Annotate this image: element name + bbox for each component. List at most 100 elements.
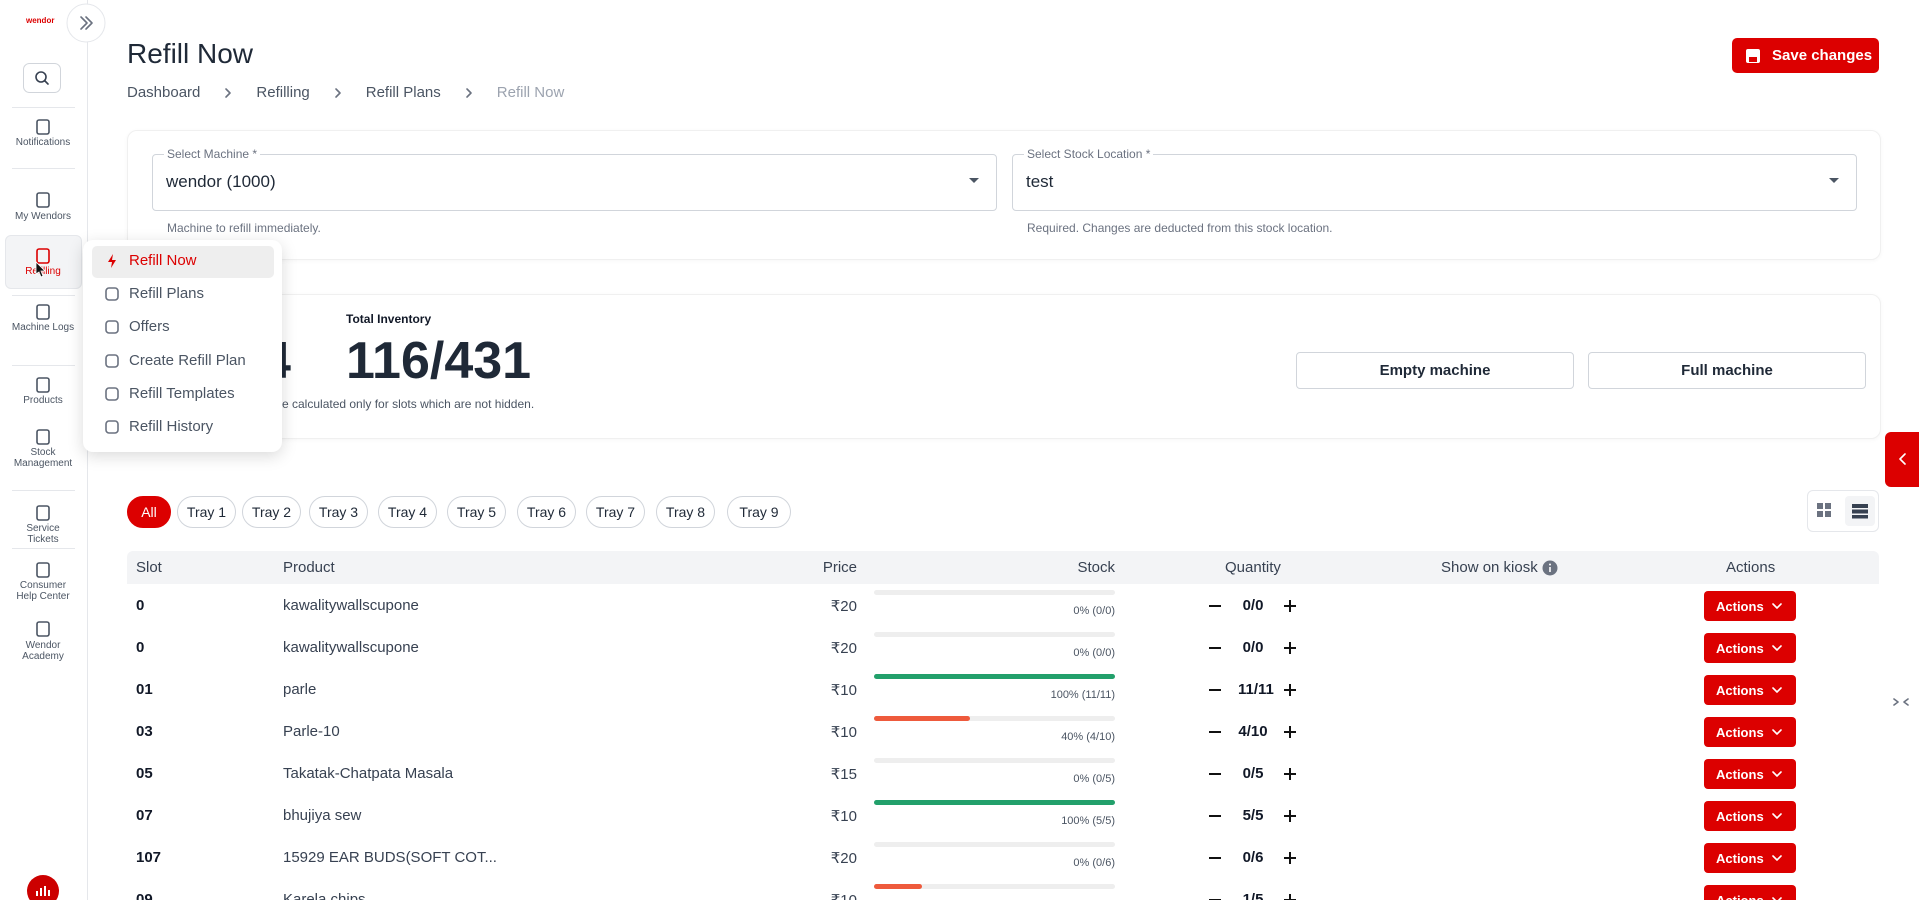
filter-chip[interactable]: All [127,496,171,528]
nav-label[interactable]: My Wendors [15,211,71,222]
menu-item[interactable]: Refill Templates [129,384,235,402]
summary-button[interactable]: Full machine [1588,352,1866,389]
nav-label[interactable]: Notifications [15,137,71,148]
actions-caret[interactable] [1772,769,1782,779]
search-button[interactable] [23,63,61,93]
select-field[interactable] [152,154,997,211]
actions-button[interactable]: Actions [1704,885,1796,900]
menu-icon[interactable] [104,253,120,269]
increase-button[interactable] [1283,641,1297,655]
increase-button[interactable] [1283,893,1297,900]
actions-button[interactable]: Actions [1704,801,1796,831]
nav-label[interactable]: Service Tickets [26,523,60,545]
increase-button[interactable] [1283,809,1297,823]
nav-label[interactable]: Stock Management [13,447,73,469]
nav-label[interactable]: Products [23,395,63,406]
select-field[interactable] [1012,154,1857,211]
stock-label: 100% (11/11) [1050,689,1115,701]
nav-label[interactable]: Consumer Help Center [16,580,70,602]
save-icon[interactable] [1744,47,1762,65]
menu-icon[interactable] [104,353,120,369]
summary-button[interactable]: Empty machine [1296,352,1574,389]
nav-icon[interactable] [34,303,52,321]
filter-chip[interactable]: Tray 7 [586,496,645,528]
increase-button[interactable] [1283,767,1297,781]
stock-bar-track [874,842,1115,847]
menu-item[interactable]: Create Refill Plan [129,351,246,369]
actions-caret[interactable] [1772,643,1782,653]
menu-item[interactable]: Offers [129,318,170,336]
decrease-button[interactable] [1208,641,1222,655]
column-header: Stock [1077,559,1115,576]
list-view-button[interactable] [1851,503,1869,519]
side-panel-toggle[interactable] [1885,432,1919,487]
menu-item[interactable]: Refill History [129,418,214,435]
nav-icon[interactable] [34,620,52,638]
menu-item[interactable]: Refill Plans [129,285,205,303]
grid-view-button[interactable] [1816,502,1834,518]
filter-chip[interactable]: Tray 8 [656,496,715,528]
actions-caret[interactable] [1772,727,1782,737]
stat-note: e calculated only for slots which are no… [282,397,535,411]
actions-caret[interactable] [1772,811,1782,821]
profile-badge[interactable] [26,874,60,900]
actions-button[interactable]: Actions [1704,675,1796,705]
actions-caret[interactable] [1772,601,1782,611]
nav-label[interactable]: Machine Logs [11,322,75,333]
filter-chip[interactable]: Tray 2 [242,496,301,528]
increase-button[interactable] [1283,851,1297,865]
info-icon[interactable] [1542,560,1558,576]
increase-button[interactable] [1283,599,1297,613]
nav-label[interactable]: Refilling [25,266,61,277]
nav-icon[interactable] [34,428,52,446]
nav-icon[interactable] [34,376,52,394]
decrease-button[interactable] [1208,767,1222,781]
actions-caret[interactable] [1772,853,1782,863]
nav-label[interactable]: Wendor Academy [22,640,64,662]
slot-cell: 0 [136,597,145,614]
actions-button[interactable]: Actions [1704,633,1796,663]
menu-icon[interactable] [104,386,120,402]
increase-button[interactable] [1283,725,1297,739]
breadcrumb-item[interactable]: Refilling [256,84,310,101]
collapse-button[interactable] [66,3,106,43]
select-value[interactable]: wendor (1000) [166,172,276,191]
decrease-button[interactable] [1208,809,1222,823]
save-button-label[interactable]: Save changes [1772,47,1873,64]
price-cell: ₹10 [830,808,857,825]
actions-caret[interactable] [1772,685,1782,695]
actions-caret[interactable] [1772,895,1782,900]
actions-button[interactable]: Actions [1704,843,1796,873]
filter-chip[interactable]: Tray 3 [309,496,368,528]
decrease-button[interactable] [1208,683,1222,697]
menu-icon[interactable] [104,319,120,335]
nav-icon[interactable] [34,504,52,522]
nav-icon[interactable] [34,247,52,265]
shrink-icon[interactable] [1892,695,1910,709]
filter-chip[interactable]: Tray 9 [727,496,791,528]
actions-button[interactable]: Actions [1704,759,1796,789]
menu-item[interactable]: Refill Now [129,252,197,269]
decrease-button[interactable] [1208,893,1222,900]
filter-chip[interactable]: Tray 4 [378,496,437,528]
select-value[interactable]: test [1026,172,1054,191]
decrease-button[interactable] [1208,725,1222,739]
nav-icon[interactable] [34,191,52,209]
actions-button[interactable]: Actions [1704,591,1796,621]
nav-icon[interactable] [34,118,52,136]
quantity-cell: 1/5 [1242,891,1264,900]
actions-button[interactable]: Actions [1704,717,1796,747]
dropdown-arrow[interactable] [1828,176,1840,186]
filter-chip[interactable]: Tray 5 [447,496,506,528]
menu-icon[interactable] [104,286,120,302]
decrease-button[interactable] [1208,851,1222,865]
dropdown-arrow[interactable] [968,176,980,186]
increase-button[interactable] [1283,683,1297,697]
nav-icon[interactable] [34,561,52,579]
breadcrumb-item[interactable]: Refill Plans [365,84,441,101]
breadcrumb-item[interactable]: Dashboard [127,84,201,101]
menu-icon[interactable] [104,419,120,435]
filter-chip[interactable]: Tray 1 [177,496,236,528]
filter-chip[interactable]: Tray 6 [517,496,576,528]
decrease-button[interactable] [1208,599,1222,613]
